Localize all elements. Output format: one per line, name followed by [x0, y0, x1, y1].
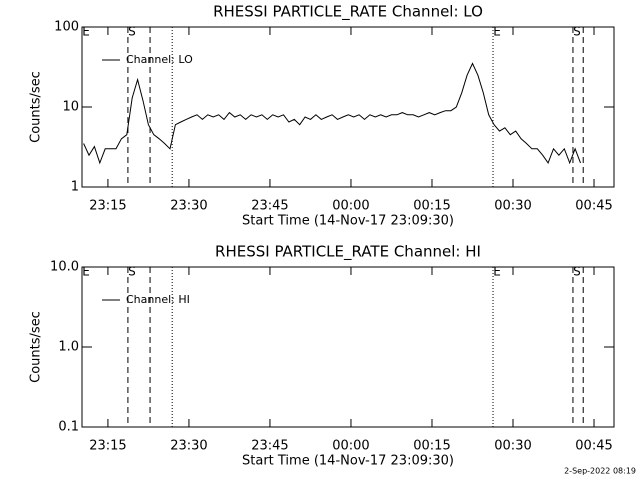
plot-frame — [81, 266, 615, 428]
x-axis-label: Start Time (14-Nov-17 23:09:30) — [242, 214, 454, 229]
legend-label: Channel: LO — [126, 53, 193, 66]
y-tick-label: 10.0 — [50, 260, 79, 275]
x-tick-label: 00:00 — [332, 439, 369, 454]
flag-label: S — [128, 265, 136, 279]
flag-label: E — [493, 265, 501, 279]
flag-label: E — [82, 265, 90, 279]
y-axis-label: Counts/sec — [29, 311, 44, 383]
y-axis-label: Counts/sec — [29, 71, 44, 143]
flag-label: S — [573, 25, 581, 39]
x-tick-label: 23:15 — [89, 199, 126, 214]
x-tick-label: 23:45 — [251, 199, 288, 214]
x-tick-label: 00:15 — [413, 199, 450, 214]
flag-label: E — [493, 25, 501, 39]
flag-label: S — [573, 265, 581, 279]
x-tick-label: 23:45 — [251, 439, 288, 454]
chart-title: RHESSI PARTICLE_RATE Channel: HI — [215, 243, 481, 262]
x-tick-label: 23:15 — [89, 439, 126, 454]
y-tick-label: 10 — [62, 100, 79, 115]
x-tick-label: 23:30 — [170, 439, 207, 454]
legend-label: Channel: HI — [126, 293, 190, 306]
y-tick-label: 1 — [71, 180, 79, 195]
x-tick-label: 00:45 — [575, 439, 612, 454]
x-tick-label: 00:15 — [413, 439, 450, 454]
x-tick-label: 00:30 — [494, 439, 531, 454]
timestamp: 2-Sep-2022 08:19 — [564, 467, 636, 476]
data-line — [83, 62, 581, 165]
y-tick-label: 1.0 — [58, 340, 79, 355]
flag-label: E — [82, 25, 90, 39]
y-tick-label: 100 — [54, 20, 79, 35]
x-axis-label: Start Time (14-Nov-17 23:09:30) — [242, 454, 454, 469]
x-tick-label: 00:45 — [575, 199, 612, 214]
y-tick-label: 0.1 — [58, 420, 79, 435]
x-tick-label: 00:30 — [494, 199, 531, 214]
flag-label: S — [128, 25, 136, 39]
chart-title: RHESSI PARTICLE_RATE Channel: LO — [213, 3, 483, 22]
x-tick-label: 00:00 — [332, 199, 369, 214]
plot-frame — [81, 26, 615, 188]
x-tick-label: 23:30 — [170, 199, 207, 214]
